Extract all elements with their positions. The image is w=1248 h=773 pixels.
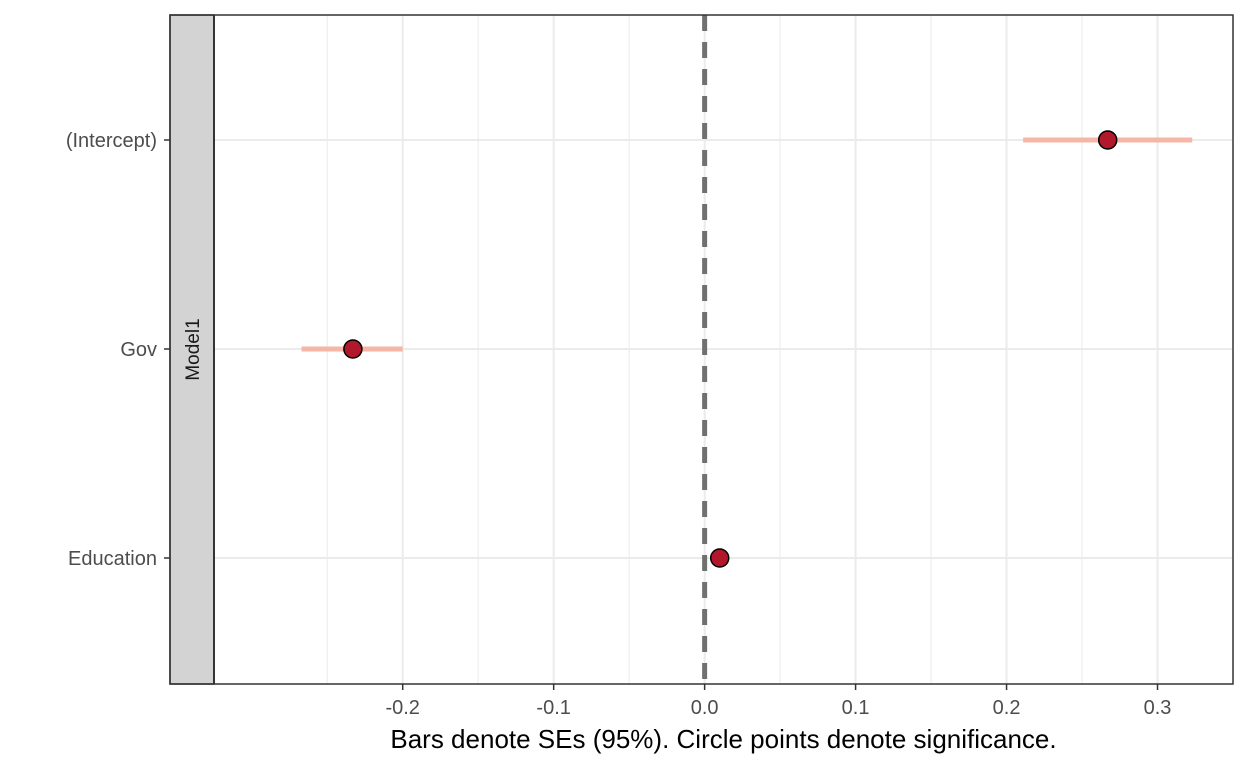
facet-strip-background <box>169 14 215 685</box>
x-axis-title: Bars denote SEs (95%). Circle points den… <box>390 724 1056 754</box>
x-tick-label: 0.0 <box>691 697 719 719</box>
x-tick-label: -0.2 <box>385 697 419 719</box>
estimate-point <box>709 548 730 568</box>
x-tick-label: 0.1 <box>842 697 870 719</box>
coefficient-gov <box>301 339 403 359</box>
y-tick-label: Gov <box>120 339 157 361</box>
x-tick-label: -0.1 <box>536 697 570 719</box>
facet-strip: Model1 <box>169 14 215 685</box>
estimate-point <box>1097 130 1118 150</box>
coefficient-marks <box>301 130 1193 568</box>
coefficient-education <box>709 548 730 568</box>
coefficient-intercept <box>1023 130 1193 150</box>
facet-strip-label: Model1 <box>183 318 204 380</box>
axes: (Intercept) Gov Education -0.2 -0.1 0.0 0.1 0.2… <box>66 14 1234 754</box>
estimate-point <box>343 339 363 359</box>
x-tick-label: 0.2 <box>993 697 1021 719</box>
y-tick-label: Education <box>68 548 157 570</box>
x-tick-label: 0.3 <box>1144 697 1172 719</box>
y-tick-label: (Intercept) <box>66 130 157 152</box>
